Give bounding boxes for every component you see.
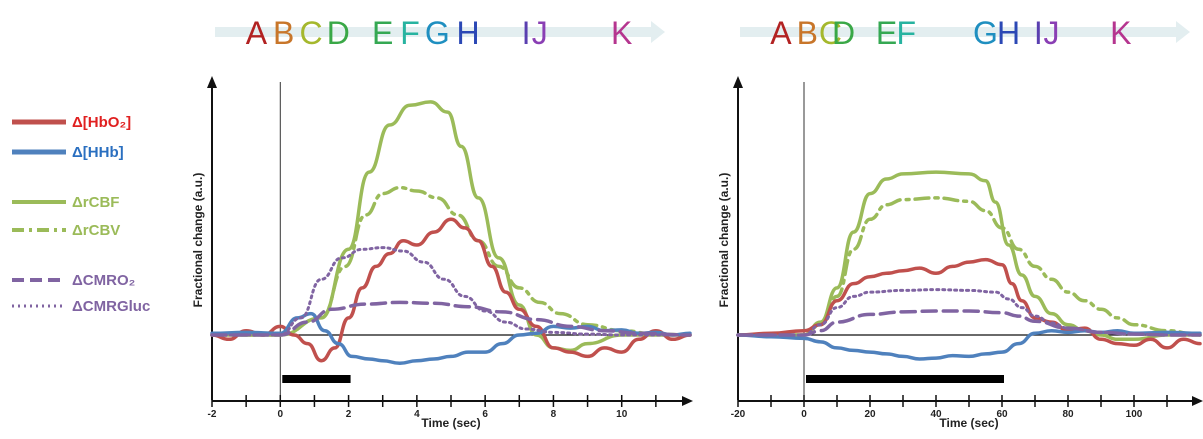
x-axis-arrow [1192, 396, 1203, 406]
y-axis-arrow [733, 76, 743, 88]
x-tick-label: 8 [551, 409, 557, 420]
legend-label-cmro2: ΔCMRO₂ [72, 272, 135, 289]
y-axis-label: Fractional change (a.u.) [717, 173, 731, 308]
y-axis-arrow [207, 76, 217, 88]
phase-letter-j: J [1044, 15, 1060, 51]
x-axis-label: Time (sec) [421, 416, 480, 430]
x-tick-label: 6 [482, 409, 488, 420]
phase-letter-a: A [246, 15, 268, 51]
phase-letter-d: D [327, 15, 350, 51]
series-rcbf [736, 170, 1202, 342]
phase-letter-e: E [876, 15, 897, 51]
phase-letter-d: D [832, 15, 855, 51]
x-tick-label: 10 [616, 409, 628, 420]
phase-letter-j: J [532, 15, 548, 51]
phase-arrow [215, 21, 665, 43]
legend-label-rcbv: ΔrCBV [72, 222, 120, 239]
x-tick-label: -2 [208, 409, 217, 420]
phase-arrow [740, 21, 1190, 43]
series-hbo [210, 217, 692, 363]
series-rcbv [736, 196, 1202, 337]
x-tick-label: 100 [1126, 409, 1143, 420]
chart-right: A B CD E F G H I J K Fractional change (a.u.) -20 0 2… [717, 15, 1203, 430]
x-axis-label: Time (sec) [939, 416, 998, 430]
x-tick-label: 20 [864, 409, 876, 420]
legend-label-hbo2: Δ[HbO₂] [72, 114, 131, 131]
phase-letter-k: K [1110, 15, 1131, 51]
phase-letter-c: C [299, 15, 322, 51]
x-tick-label: 0 [801, 409, 807, 420]
x-tick-label: 80 [1062, 409, 1074, 420]
series-cmrgluc [736, 288, 1202, 337]
stimulus-bar [282, 375, 351, 383]
phase-letter-e: E [372, 15, 393, 51]
legend: Δ[HbO₂] Δ[HHb] ΔrCBF ΔrCBV ΔCMRO₂ ΔCMRGl… [12, 114, 150, 315]
series-hhb [210, 311, 692, 366]
series-cmrgluc [210, 246, 692, 337]
x-tick-label: 0 [278, 409, 284, 420]
phase-letter-f: F [400, 15, 420, 51]
phase-letter-c: C [819, 15, 842, 51]
phase-letter-h: H [997, 15, 1020, 51]
series-rcbv [210, 185, 692, 337]
phase-letter-h: H [457, 15, 480, 51]
legend-label-cmrgluc: ΔCMRGluc [72, 298, 150, 315]
x-tick-label: 40 [930, 409, 942, 420]
legend-label-hhb: Δ[HHb] [72, 144, 124, 161]
series-rcbf [210, 100, 692, 353]
series-cmro [210, 300, 692, 337]
phase-letter-g: G [425, 15, 450, 51]
series-hbo [736, 257, 1202, 350]
phase-letter-b: B [273, 15, 294, 51]
phase-letter-i: I [522, 15, 531, 51]
phase-letter-g: G [973, 15, 998, 51]
phase-letter-b: B [797, 15, 818, 51]
chart-left: A B C D E F G H I J K Fractional change (a.u.) -2 0 2 4… [191, 15, 693, 430]
x-tick-label: -20 [731, 409, 746, 420]
phase-letter-i: I [1034, 15, 1043, 51]
x-axis-arrow [682, 396, 693, 406]
y-axis-label: Fractional change (a.u.) [191, 173, 205, 308]
x-tick-label: 60 [996, 409, 1008, 420]
phase-letter-a: A [770, 15, 792, 51]
stimulus-bar [806, 375, 1004, 383]
phase-letter-k: K [611, 15, 632, 51]
legend-label-rcbf: ΔrCBF [72, 194, 119, 211]
x-tick-label: 2 [346, 409, 352, 420]
x-tick-label: 4 [414, 409, 420, 420]
phase-letter-f: F [897, 15, 917, 51]
